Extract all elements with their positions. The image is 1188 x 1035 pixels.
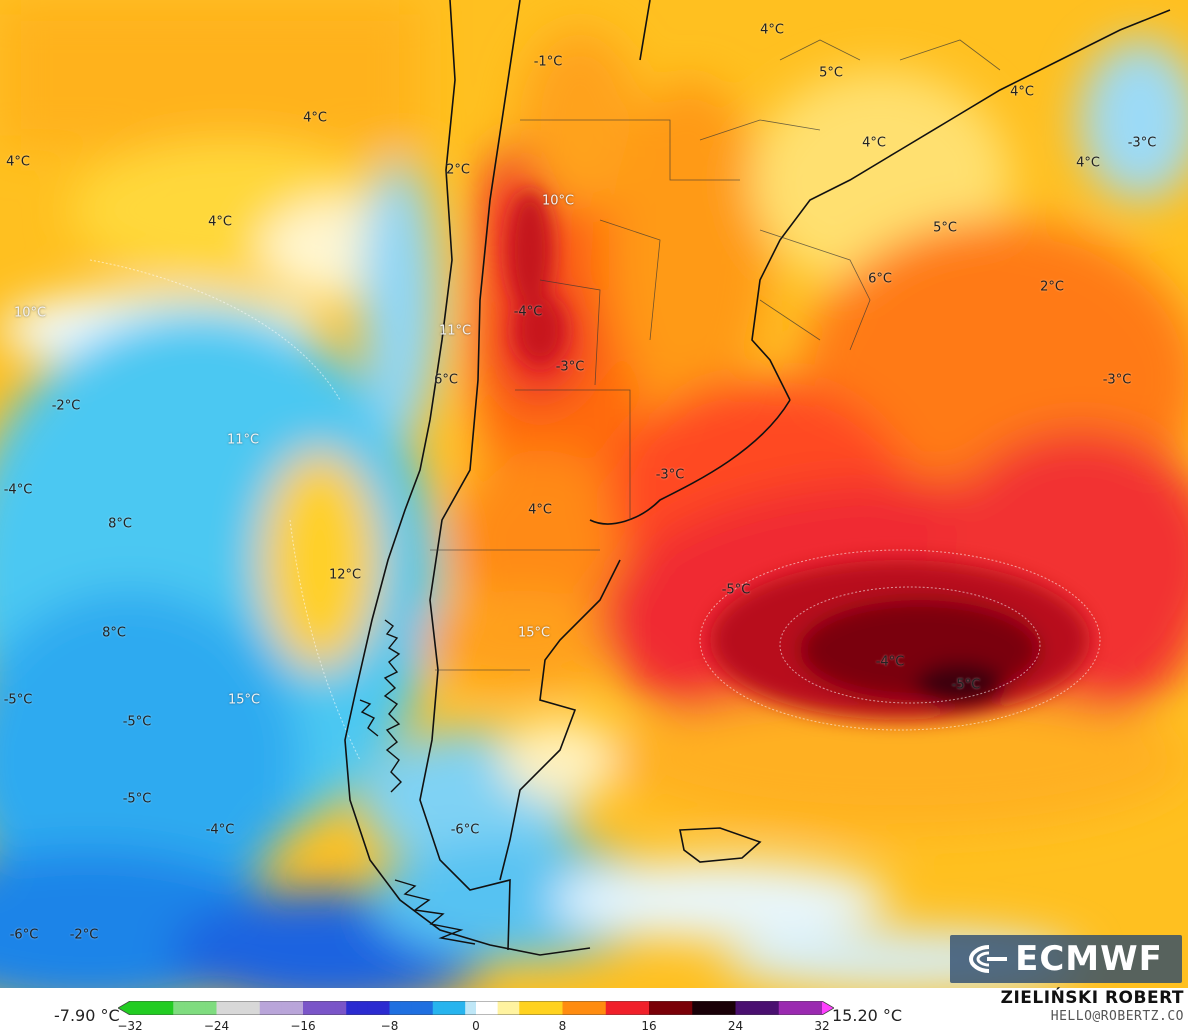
colorbar-bin xyxy=(173,1001,185,1015)
colorbar-bin xyxy=(573,1001,585,1015)
colorbar-tick-label: 16 xyxy=(641,1019,657,1033)
colorbar-tick-label: 32 xyxy=(814,1019,830,1033)
colorbar-bin xyxy=(443,1001,455,1015)
colorbar-bin xyxy=(486,1001,499,1015)
colorbar-bin xyxy=(497,1001,510,1015)
colorbar-tick-label: −8 xyxy=(380,1019,399,1033)
colorbar-bin xyxy=(367,1001,380,1015)
colorbar-bin xyxy=(151,1001,164,1015)
colorbar-bin xyxy=(292,1001,304,1015)
colorbar-bin xyxy=(746,1001,758,1015)
colorbar-bin xyxy=(530,1001,542,1015)
colorbar-min-arrow xyxy=(118,1001,130,1015)
colorbar-bin xyxy=(421,1001,434,1015)
colorbar-bin xyxy=(811,1001,823,1015)
colorbar-bin xyxy=(238,1001,250,1015)
colorbar-bin xyxy=(313,1001,326,1015)
colorbar-bin xyxy=(692,1001,704,1015)
colorbar-bin xyxy=(616,1001,628,1015)
colorbar-bin xyxy=(465,1001,477,1015)
legend-min-value: -7.90 °C xyxy=(54,1006,120,1025)
colorbar-bin xyxy=(584,1001,596,1015)
colorbar-bin xyxy=(670,1001,683,1015)
colorbar-bin xyxy=(519,1001,531,1015)
colorbar-bin xyxy=(540,1001,553,1015)
legend-max-value: 15.20 °C xyxy=(832,1006,903,1025)
colorbar-bin xyxy=(205,1001,218,1015)
ecmwf-logo: ECMWF xyxy=(950,935,1182,983)
colorbar-bin xyxy=(324,1001,337,1015)
colorbar-bin xyxy=(454,1001,466,1015)
colorbar-bin xyxy=(800,1001,812,1015)
temperature-map xyxy=(0,0,1188,988)
colorbar-bin xyxy=(184,1001,196,1015)
colorbar-bin xyxy=(789,1001,801,1015)
colorbar-bin xyxy=(735,1001,747,1015)
colorbar-bin xyxy=(130,1001,142,1015)
colorbar-tick-label: −32 xyxy=(117,1019,143,1033)
colorbar-bin xyxy=(357,1001,369,1015)
colorbar-bin xyxy=(724,1001,737,1015)
colorbar-bin xyxy=(270,1001,282,1015)
colorbar-bin xyxy=(778,1001,791,1015)
colorbar-bin xyxy=(562,1001,574,1015)
colorbar-bin xyxy=(703,1001,715,1015)
author-email: HELLO@ROBERTZ.CO xyxy=(1050,1009,1184,1024)
colorbar-tick-label: 24 xyxy=(727,1019,744,1033)
colorbar-bin xyxy=(757,1001,769,1015)
colorbar-bin xyxy=(681,1001,693,1015)
colorbar-tick-label: 0 xyxy=(472,1019,480,1033)
colorbar-bin xyxy=(216,1001,228,1015)
colorbar-bin xyxy=(400,1001,412,1015)
ecmwf-logo-icon xyxy=(969,945,1008,973)
temperature-field xyxy=(0,0,1188,988)
colorbar-bin xyxy=(378,1001,391,1015)
author-credit: ZIELIŃSKI ROBERT xyxy=(1000,988,1184,1008)
colorbar-bin xyxy=(389,1001,401,1015)
colorbar-bin xyxy=(605,1001,618,1015)
colorbar-bin xyxy=(411,1001,423,1015)
colorbar-bin xyxy=(594,1001,607,1015)
temperature-colorbar xyxy=(118,1001,834,1015)
ecmwf-logo-text: ECMWF xyxy=(1015,939,1163,979)
colorbar-bin xyxy=(713,1001,726,1015)
colorbar-bin xyxy=(227,1001,239,1015)
colorbar-bin xyxy=(659,1001,672,1015)
colorbar-tick-label: 8 xyxy=(558,1019,567,1033)
colorbar-bin xyxy=(140,1001,153,1015)
colorbar-bin xyxy=(638,1001,650,1015)
colorbar-bin xyxy=(303,1001,315,1015)
colorbar-bin xyxy=(335,1001,347,1015)
colorbar-bin xyxy=(248,1001,261,1015)
colorbar-bin xyxy=(649,1001,661,1015)
colorbar-bin xyxy=(346,1001,358,1015)
colorbar-tick-label: −16 xyxy=(290,1019,316,1033)
colorbar-bin xyxy=(476,1001,488,1015)
colorbar-bin xyxy=(281,1001,293,1015)
colorbar-bin xyxy=(767,1001,780,1015)
colorbar-max-arrow xyxy=(822,1001,834,1015)
colorbar-bin xyxy=(194,1001,207,1015)
colorbar-bin xyxy=(259,1001,272,1015)
colorbar-bin xyxy=(627,1001,639,1015)
colorbar-bin xyxy=(162,1001,174,1015)
colorbar-bin xyxy=(508,1001,520,1015)
colorbar-tick-label: −24 xyxy=(203,1019,230,1033)
colorbar-bin xyxy=(432,1001,445,1015)
colorbar-bin xyxy=(551,1001,564,1015)
